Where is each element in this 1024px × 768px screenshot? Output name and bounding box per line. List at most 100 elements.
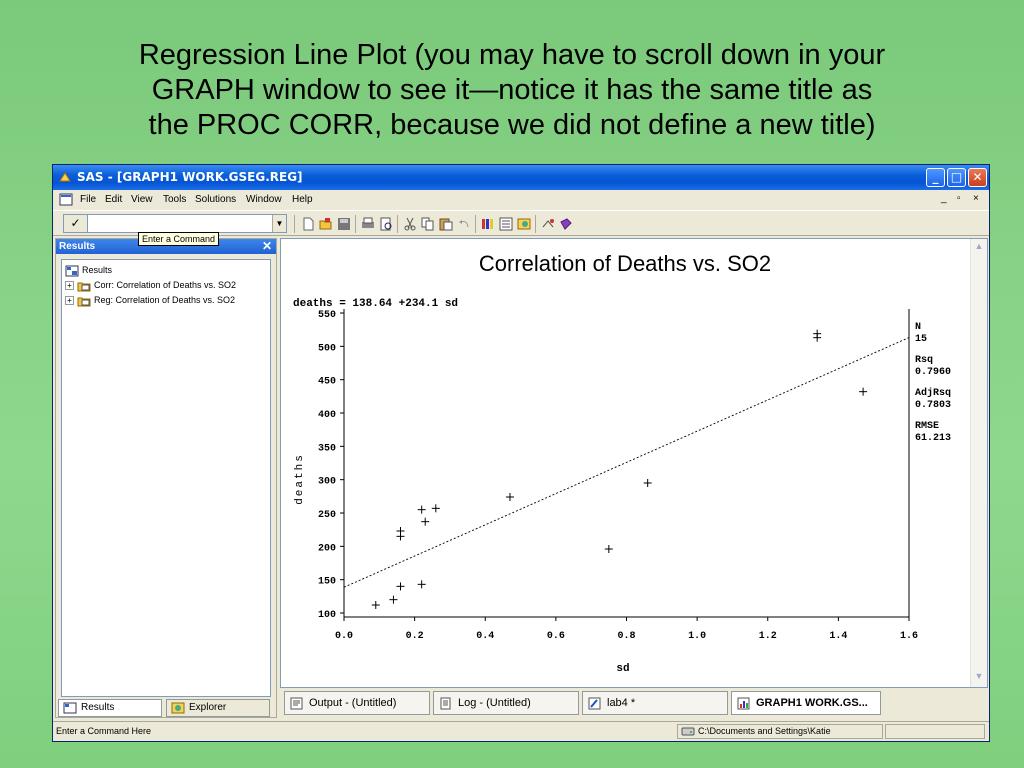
x-tick-label: 1.2 xyxy=(759,631,777,642)
data-point xyxy=(643,479,652,487)
status-message: Enter a Command Here xyxy=(56,726,152,736)
open-icon[interactable] xyxy=(319,217,333,231)
command-input[interactable] xyxy=(90,216,270,230)
vertical-scrollbar[interactable]: ▲ ▼ xyxy=(970,239,987,687)
data-point xyxy=(859,387,868,396)
explorer-icon[interactable] xyxy=(499,217,513,231)
status-bar: Enter a Command Here C:\Documents and Se… xyxy=(53,721,989,741)
submit-command-check-icon[interactable]: ✓ xyxy=(64,215,88,232)
menu-window[interactable]: Window xyxy=(246,194,282,205)
task-lab4-label: lab4 * xyxy=(607,697,636,709)
stat-value: 0.7803 xyxy=(915,400,951,411)
menu-edit[interactable]: Edit xyxy=(105,194,123,205)
results-pane: Results ✕ Results + Corr: Correlation of … xyxy=(55,238,277,718)
y-tick-label: 300 xyxy=(318,477,336,488)
command-box[interactable]: ✓ ▼ xyxy=(63,214,287,233)
results-tree: Results + Corr: Correlation of Deaths vs.… xyxy=(61,259,271,697)
print-preview-icon[interactable] xyxy=(379,217,393,231)
data-point xyxy=(396,527,405,535)
expand-icon[interactable]: + xyxy=(65,296,74,306)
graph-window: Correlation of Deaths vs. SO2 deaths = 1… xyxy=(280,238,988,688)
results-bottom-tabs: Results Explorer xyxy=(56,699,276,717)
data-point xyxy=(604,545,613,553)
y-tick-label: 150 xyxy=(318,577,336,588)
minimize-button[interactable]: _ xyxy=(926,168,945,187)
task-graph1-label: GRAPH1 WORK.GS... xyxy=(756,697,868,709)
mdi-restore-button[interactable]: ▫ xyxy=(957,193,961,204)
menu-file[interactable]: File xyxy=(80,194,97,205)
copy-icon[interactable] xyxy=(421,217,435,231)
tree-item-label: Corr: Correlation of Deaths vs. SO2 xyxy=(94,280,237,290)
tree-root[interactable]: Results xyxy=(65,264,112,277)
tree-item[interactable]: + Reg: Correlation of Deaths vs. SO2 xyxy=(65,294,235,307)
window-titlebar[interactable]: SAS - [GRAPH1 WORK.GSEG.REG] _ □ ✕ xyxy=(53,165,989,190)
current-folder[interactable]: C:\Documents and Settings\Katie xyxy=(677,724,883,739)
menu-view[interactable]: View xyxy=(131,194,153,205)
menu-solutions[interactable]: Solutions xyxy=(195,194,237,205)
toolbar: ✓ ▼ xyxy=(53,210,989,236)
tab-results[interactable]: Results xyxy=(58,699,162,717)
expand-icon[interactable]: + xyxy=(65,281,74,291)
menu-tools[interactable]: Tools xyxy=(163,194,187,205)
menu-bar: File Edit View Tools Solutions Window He… xyxy=(53,190,989,210)
print-icon[interactable] xyxy=(361,217,375,231)
tab-explorer[interactable]: Explorer xyxy=(166,699,270,717)
x-tick-label: 0.8 xyxy=(617,631,635,642)
task-lab4[interactable]: lab4 * xyxy=(582,691,728,715)
stat-label: AdjRsq xyxy=(915,387,951,399)
data-point xyxy=(813,329,822,338)
folder-icon xyxy=(77,282,91,292)
window-task-bar: Output - (Untitled) Log - (Untitled) lab… xyxy=(280,689,988,717)
task-output[interactable]: Output - (Untitled) xyxy=(284,691,430,715)
tab-results-label: Results xyxy=(81,702,115,713)
regression-plot: Correlation of Deaths vs. SO2 deaths = 1… xyxy=(293,251,951,675)
maximize-button[interactable]: □ xyxy=(947,168,966,187)
sas-app-icon xyxy=(59,172,71,182)
task-graph1[interactable]: GRAPH1 WORK.GS... xyxy=(731,691,881,715)
results-icon xyxy=(63,702,77,714)
toolbar-separator xyxy=(475,215,476,233)
help-book-icon[interactable] xyxy=(559,217,573,231)
log-icon xyxy=(440,697,451,710)
x-tick-label: 1.6 xyxy=(900,631,918,642)
mdi-minimize-button[interactable]: _ xyxy=(941,193,947,204)
slide-title: Regression Line Plot (you may have to sc… xyxy=(20,38,1004,143)
library-icon[interactable] xyxy=(481,217,495,231)
x-tick-label: 1.0 xyxy=(688,631,706,642)
close-button[interactable]: ✕ xyxy=(968,168,987,187)
graph-title: Correlation of Deaths vs. SO2 xyxy=(479,251,771,276)
command-dropdown-icon[interactable]: ▼ xyxy=(272,215,286,232)
tree-item[interactable]: + Corr: Correlation of Deaths vs. SO2 xyxy=(65,279,236,292)
new-icon[interactable] xyxy=(301,217,315,231)
find-icon[interactable] xyxy=(517,217,531,231)
stat-label: RMSE xyxy=(915,421,939,432)
y-tick-label: 450 xyxy=(318,377,336,388)
scroll-down-icon[interactable]: ▼ xyxy=(974,671,984,681)
y-axis-label: deaths xyxy=(294,453,306,505)
undo-icon[interactable] xyxy=(457,217,471,231)
data-point xyxy=(389,595,398,604)
run-icon[interactable] xyxy=(541,217,555,231)
y-tick-label: 250 xyxy=(318,510,336,521)
status-cell xyxy=(885,724,985,739)
stat-label: Rsq xyxy=(915,355,933,366)
data-point xyxy=(421,517,430,526)
stat-value: 15 xyxy=(915,334,927,345)
task-log[interactable]: Log - (Untitled) xyxy=(433,691,579,715)
paste-icon[interactable] xyxy=(439,217,453,231)
regression-line xyxy=(343,337,910,588)
y-tick-label: 350 xyxy=(318,443,336,454)
close-results-icon[interactable]: ✕ xyxy=(261,239,272,253)
cut-icon[interactable] xyxy=(403,217,417,231)
x-tick-label: 0.0 xyxy=(335,631,353,642)
scroll-up-icon[interactable]: ▲ xyxy=(974,241,984,251)
mdi-close-button[interactable]: × xyxy=(973,193,979,204)
data-point xyxy=(417,505,426,514)
menu-help[interactable]: Help xyxy=(292,194,313,205)
stat-label: N xyxy=(915,322,921,333)
document-icon[interactable] xyxy=(59,193,73,206)
window-title: SAS - [GRAPH1 WORK.GSEG.REG] xyxy=(77,170,303,184)
stat-value: 61.213 xyxy=(915,433,951,444)
current-folder-path: C:\Documents and Settings\Katie xyxy=(698,726,831,736)
save-icon[interactable] xyxy=(337,217,351,231)
